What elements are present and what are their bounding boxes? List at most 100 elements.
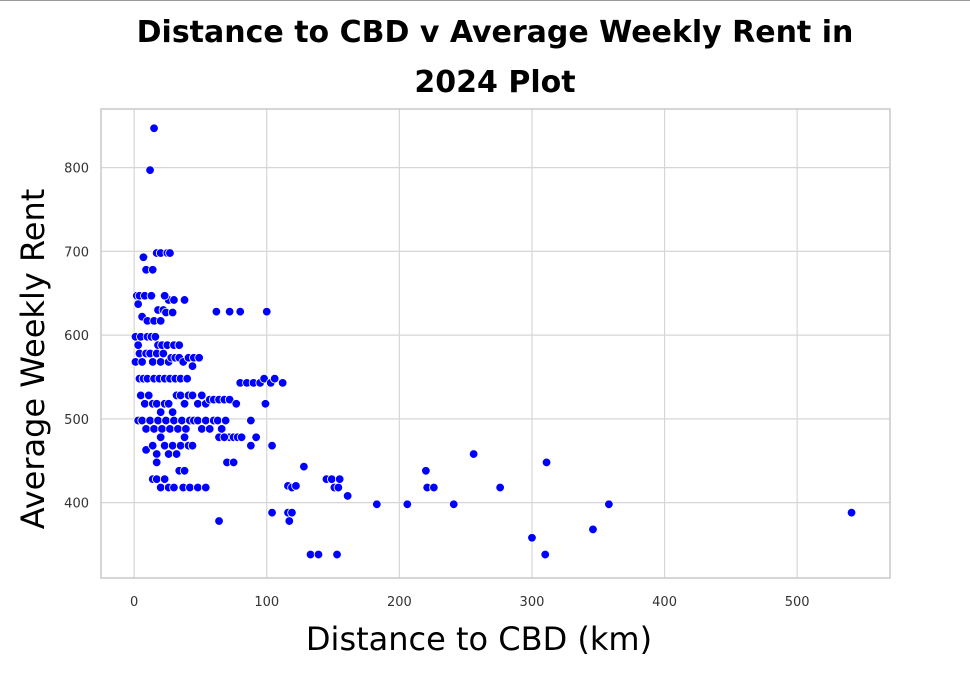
data-point <box>305 549 316 560</box>
data-point <box>193 482 203 493</box>
data-point <box>224 394 235 405</box>
data-point <box>219 432 230 443</box>
data-point <box>291 481 301 491</box>
x-tick-label: 200 <box>387 595 412 610</box>
data-point <box>175 390 186 401</box>
data-point <box>148 357 158 367</box>
y-tick-label: 400 <box>64 497 89 512</box>
data-point <box>163 449 174 459</box>
data-point <box>148 440 158 451</box>
data-point <box>159 291 170 301</box>
data-point <box>158 348 169 359</box>
data-point <box>235 306 245 317</box>
data-point <box>284 516 294 526</box>
data-point <box>187 361 198 371</box>
y-tick-label: 800 <box>64 162 89 177</box>
data-point <box>267 507 277 518</box>
data-point <box>214 516 224 526</box>
data-point <box>155 482 166 493</box>
data-point <box>212 415 223 426</box>
data-point <box>287 507 297 518</box>
data-point <box>159 474 170 484</box>
data-point <box>421 466 431 476</box>
data-point <box>588 524 598 535</box>
data-point <box>179 399 190 409</box>
data-point <box>182 373 192 384</box>
data-point <box>277 378 288 388</box>
data-point <box>141 424 151 434</box>
data-point <box>174 340 184 350</box>
data-point <box>846 507 857 518</box>
y-axis-label: Average Weekly Rent <box>14 189 52 530</box>
data-point <box>179 295 190 305</box>
data-point <box>449 499 459 510</box>
data-point <box>155 357 166 367</box>
data-point <box>151 457 162 468</box>
data-point <box>193 415 203 426</box>
x-tick-labels: 0 100 200 300 400 500 <box>130 595 810 610</box>
data-point <box>231 399 241 409</box>
data-point <box>228 457 239 468</box>
data-point <box>155 316 166 326</box>
data-point <box>197 424 207 434</box>
data-point <box>262 306 272 317</box>
data-point <box>193 399 203 409</box>
data-point <box>175 440 186 451</box>
data-point <box>155 432 166 443</box>
data-point <box>167 407 178 417</box>
data-point <box>151 399 162 409</box>
data-point <box>137 357 147 367</box>
data-point <box>149 123 159 133</box>
y-tick-labels: 400 500 600 700 800 <box>64 162 89 512</box>
data-point <box>220 415 231 426</box>
data-point <box>259 373 269 384</box>
data-point <box>334 474 345 484</box>
data-point <box>167 440 178 451</box>
data-point <box>224 306 235 317</box>
data-point <box>187 440 198 451</box>
data-point <box>540 549 550 560</box>
data-point <box>149 424 159 434</box>
data-point <box>194 353 204 363</box>
data-point <box>165 248 175 258</box>
data-point <box>153 415 163 426</box>
data-point <box>185 482 195 493</box>
data-point <box>150 332 161 342</box>
data-point <box>138 252 149 262</box>
data-point <box>197 390 207 401</box>
data-point <box>201 415 211 426</box>
data-point <box>140 399 150 409</box>
data-point <box>246 415 256 426</box>
data-point <box>173 424 183 434</box>
data-point <box>211 306 222 317</box>
data-point <box>151 449 162 459</box>
data-point <box>144 390 154 401</box>
data-point <box>260 399 271 409</box>
data-point <box>216 424 227 434</box>
data-point <box>133 299 143 309</box>
data-point <box>270 373 280 384</box>
data-point <box>177 415 187 426</box>
x-tick-label: 0 <box>130 595 138 610</box>
data-point <box>169 415 179 426</box>
chart-title: Distance to CBD v Average Weekly Rent in… <box>136 15 854 100</box>
data-point <box>236 432 247 443</box>
data-point <box>333 482 344 493</box>
data-point <box>136 390 146 401</box>
x-axis-label: Distance to CBD (km) <box>306 620 652 658</box>
data-point <box>137 415 147 426</box>
data-points <box>130 123 857 560</box>
data-point <box>187 390 198 401</box>
data-point <box>205 424 215 434</box>
data-point <box>169 482 179 493</box>
data-point <box>165 424 175 434</box>
data-point <box>179 466 190 476</box>
data-point <box>161 415 171 426</box>
data-point <box>151 474 162 484</box>
data-point <box>181 424 191 434</box>
data-point <box>159 440 170 451</box>
data-point <box>133 340 143 350</box>
y-tick-label: 700 <box>64 245 89 260</box>
data-point <box>327 474 337 484</box>
